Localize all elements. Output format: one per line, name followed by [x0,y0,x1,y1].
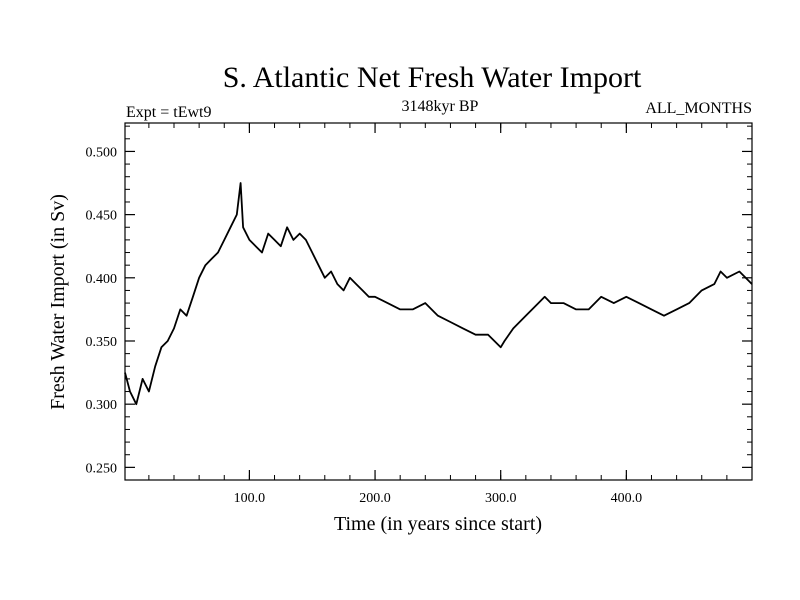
x-axis-ticks: 100.0 200.0 300.0 400.0 [148,123,728,506]
series-group [124,182,753,406]
y-axis-label: Fresh Water Import (in Sv) [47,194,69,410]
x-tick-label: 400.0 [611,491,643,506]
subtitle-left: Expt = tEwt9 [126,104,211,121]
y-tick-label: 0.500 [86,145,118,160]
subtitle-right: ALL_MONTHS [645,100,752,117]
y-tick-label: 0.350 [86,335,118,350]
y-tick-label: 0.300 [86,398,118,413]
y-tick-label: 0.250 [86,461,118,476]
x-axis-label: Time (in years since start) [334,513,542,535]
y-tick-label: 0.400 [86,272,118,287]
y-axis-ticks: 0.250 0.300 0.350 0.400 0.450 0.500 [86,125,752,476]
plot-frame [124,122,753,481]
y-tick-label: 0.450 [86,209,118,224]
x-tick-label: 100.0 [234,491,266,506]
series-line-0 [124,182,753,406]
subtitle-center: 3148kyr BP [402,98,479,115]
chart-title: S. Atlantic Net Fresh Water Import [223,61,642,94]
x-tick-label: 200.0 [359,491,391,506]
x-tick-label: 300.0 [485,491,517,506]
